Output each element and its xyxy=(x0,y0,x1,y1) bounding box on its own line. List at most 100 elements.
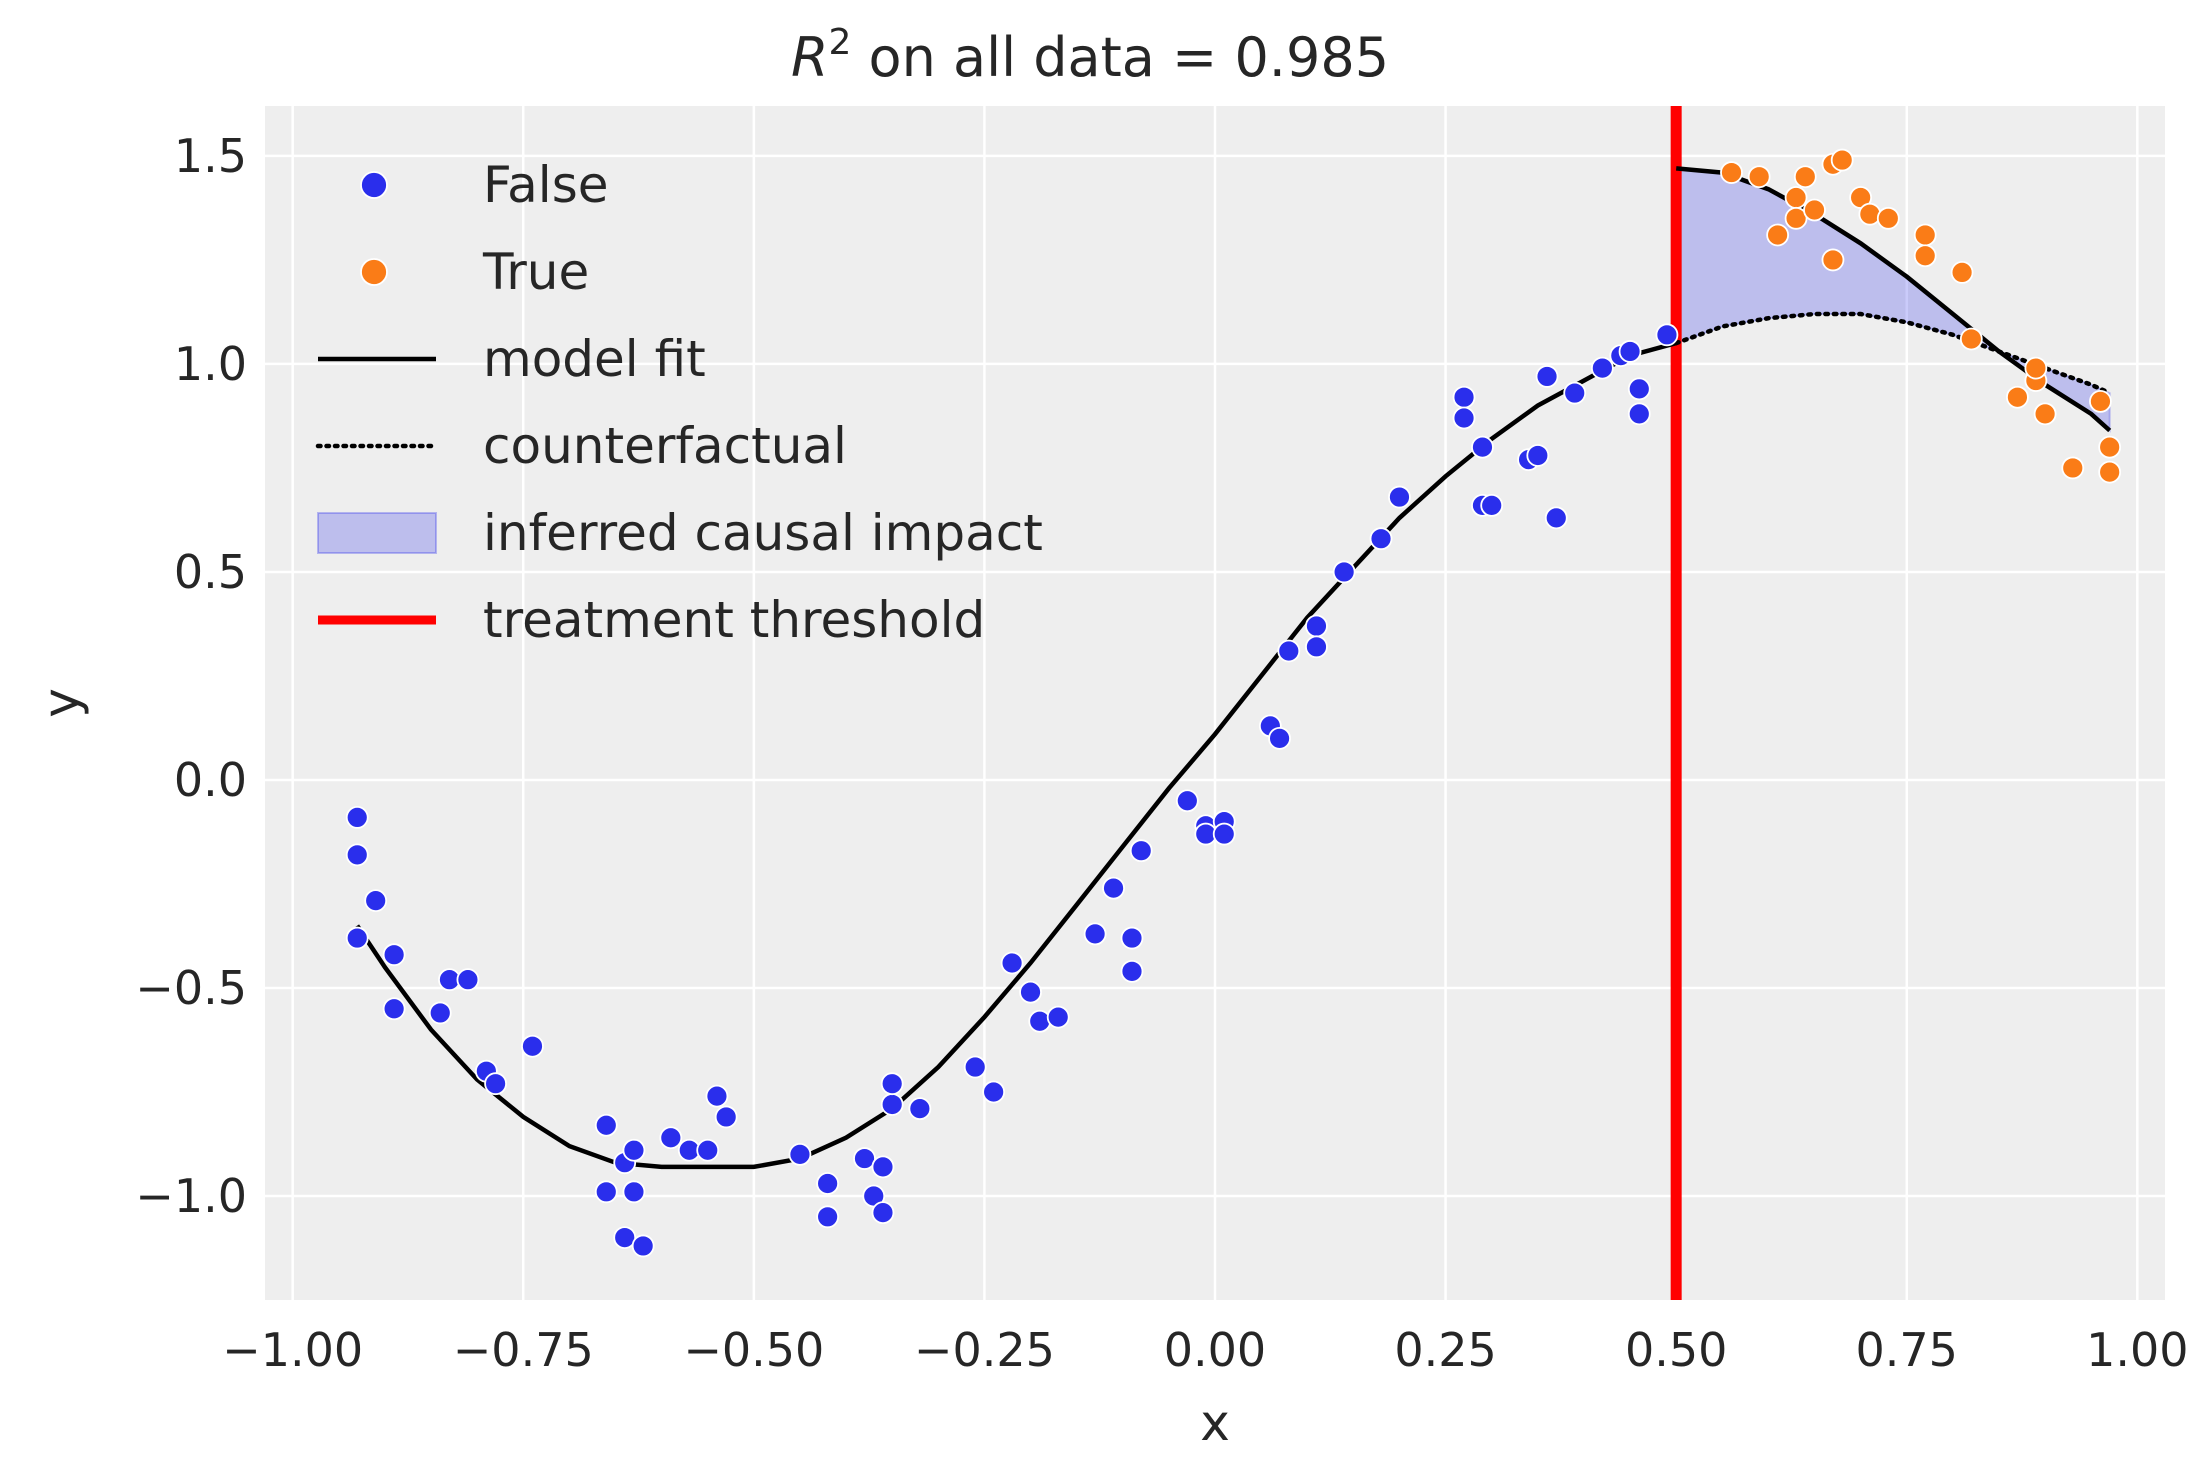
false-data-point xyxy=(1590,356,1614,380)
y-tick-labels: −1.0 −0.5 0.0 0.5 1.0 1.5 xyxy=(135,129,247,1223)
false-data-point xyxy=(1655,323,1679,347)
false-data-point xyxy=(1526,444,1550,467)
false-data-point xyxy=(1083,922,1107,946)
false-data-point xyxy=(659,1126,683,1150)
false-data-point xyxy=(1019,980,1042,1004)
false-data-point xyxy=(613,1226,637,1249)
true-data-point xyxy=(2061,456,2085,480)
true-data-point xyxy=(1803,198,1826,222)
true-data-point xyxy=(1858,202,1882,226)
legend-label: model fit xyxy=(483,330,706,388)
false-data-point xyxy=(382,943,406,967)
true-data-point xyxy=(1950,261,1974,284)
x-tick-label: 0.75 xyxy=(1856,1323,1958,1377)
false-data-point xyxy=(1388,485,1411,509)
false-data-point xyxy=(871,1155,895,1179)
false-data-point xyxy=(521,1034,544,1058)
false-data-point xyxy=(1627,377,1651,401)
false-data-point xyxy=(1046,1005,1070,1029)
model-fit-line-pre xyxy=(355,340,1677,1170)
legend-marker xyxy=(360,258,388,286)
true-data-point xyxy=(1784,206,1808,230)
false-data-point xyxy=(1277,639,1301,663)
false-data-point xyxy=(1212,822,1236,846)
false-data-point xyxy=(382,997,406,1021)
true-data-point xyxy=(2024,356,2048,380)
true-data-point xyxy=(2006,385,2029,409)
true-data-point xyxy=(2098,460,2122,484)
false-data-point xyxy=(880,1093,904,1116)
false-data-point xyxy=(345,843,369,867)
false-data-point xyxy=(345,926,369,950)
true-data-point xyxy=(1766,223,1790,247)
false-data-point xyxy=(1627,402,1651,426)
false-data-point xyxy=(1305,614,1328,638)
y-axis-label: y xyxy=(32,688,90,718)
chart-title-superscript: 2 xyxy=(828,22,851,63)
legend-label: counterfactual xyxy=(483,417,847,475)
true-data-point xyxy=(1876,206,1900,230)
false-data-point xyxy=(1120,959,1144,983)
y-tick-label: 1.0 xyxy=(174,337,247,391)
legend-marker xyxy=(360,171,388,199)
false-data-point xyxy=(908,1097,932,1121)
false-data-point xyxy=(1175,789,1199,813)
true-data-point xyxy=(1821,248,1845,272)
true-data-point xyxy=(1747,165,1771,189)
grid-lines xyxy=(265,106,2165,1300)
true-data-point xyxy=(1793,165,1817,189)
false-data-point xyxy=(788,1142,812,1166)
true-data-point xyxy=(2098,435,2122,459)
false-data-point xyxy=(816,1172,840,1195)
legend-patch xyxy=(317,512,437,554)
points-layer xyxy=(345,148,2122,1258)
false-data-point xyxy=(345,806,369,829)
legend-label: True xyxy=(482,243,589,301)
counterfactual-line xyxy=(1673,311,2112,396)
false-data-point xyxy=(696,1138,720,1162)
false-data-point xyxy=(594,1113,618,1137)
x-tick-label: −0.50 xyxy=(683,1323,824,1377)
false-data-point xyxy=(622,1138,646,1162)
false-data-point xyxy=(631,1234,655,1258)
false-data-point xyxy=(1618,340,1642,363)
false-data-point xyxy=(963,1055,987,1079)
false-data-point xyxy=(871,1201,895,1225)
false-data-point xyxy=(1471,435,1494,459)
true-data-point xyxy=(2089,389,2112,413)
false-data-point xyxy=(1544,506,1568,530)
false-data-point xyxy=(1000,951,1024,975)
x-tick-label: −0.25 xyxy=(914,1323,1055,1377)
true-data-point xyxy=(1830,148,1854,172)
false-data-point xyxy=(880,1072,904,1096)
true-data-point xyxy=(2033,402,2057,426)
false-data-point xyxy=(1305,635,1328,659)
true-data-point xyxy=(1784,186,1808,209)
false-data-point xyxy=(816,1205,840,1229)
chart-title-rest: on all data = 0.985 xyxy=(851,26,1389,89)
false-data-point xyxy=(1452,406,1476,430)
false-data-point xyxy=(714,1105,738,1129)
x-tick-label: 1.00 xyxy=(2086,1323,2188,1377)
false-data-point xyxy=(428,1001,452,1025)
x-tick-label: −1.00 xyxy=(222,1323,363,1377)
y-tick-label: −1.0 xyxy=(135,1169,247,1223)
legend-label: False xyxy=(483,156,609,214)
false-data-point xyxy=(1332,560,1356,584)
false-data-point xyxy=(1028,1009,1052,1033)
true-data-point xyxy=(1720,161,1743,184)
false-data-point xyxy=(1563,381,1587,405)
chart-title: R2 on all data = 0.985 xyxy=(791,22,1389,89)
false-data-point xyxy=(456,968,480,992)
x-tick-label: 0.25 xyxy=(1394,1323,1496,1377)
y-tick-label: 1.5 xyxy=(174,129,247,183)
false-data-point xyxy=(853,1147,876,1170)
true-data-point xyxy=(1913,223,1937,247)
y-tick-label: −0.5 xyxy=(135,961,247,1015)
x-tick-label: −0.75 xyxy=(453,1323,594,1377)
false-data-point xyxy=(1369,527,1393,551)
false-data-point xyxy=(1129,839,1153,863)
false-data-point xyxy=(705,1084,729,1108)
x-tick-label: 0.00 xyxy=(1164,1323,1266,1377)
false-data-point xyxy=(622,1180,646,1204)
